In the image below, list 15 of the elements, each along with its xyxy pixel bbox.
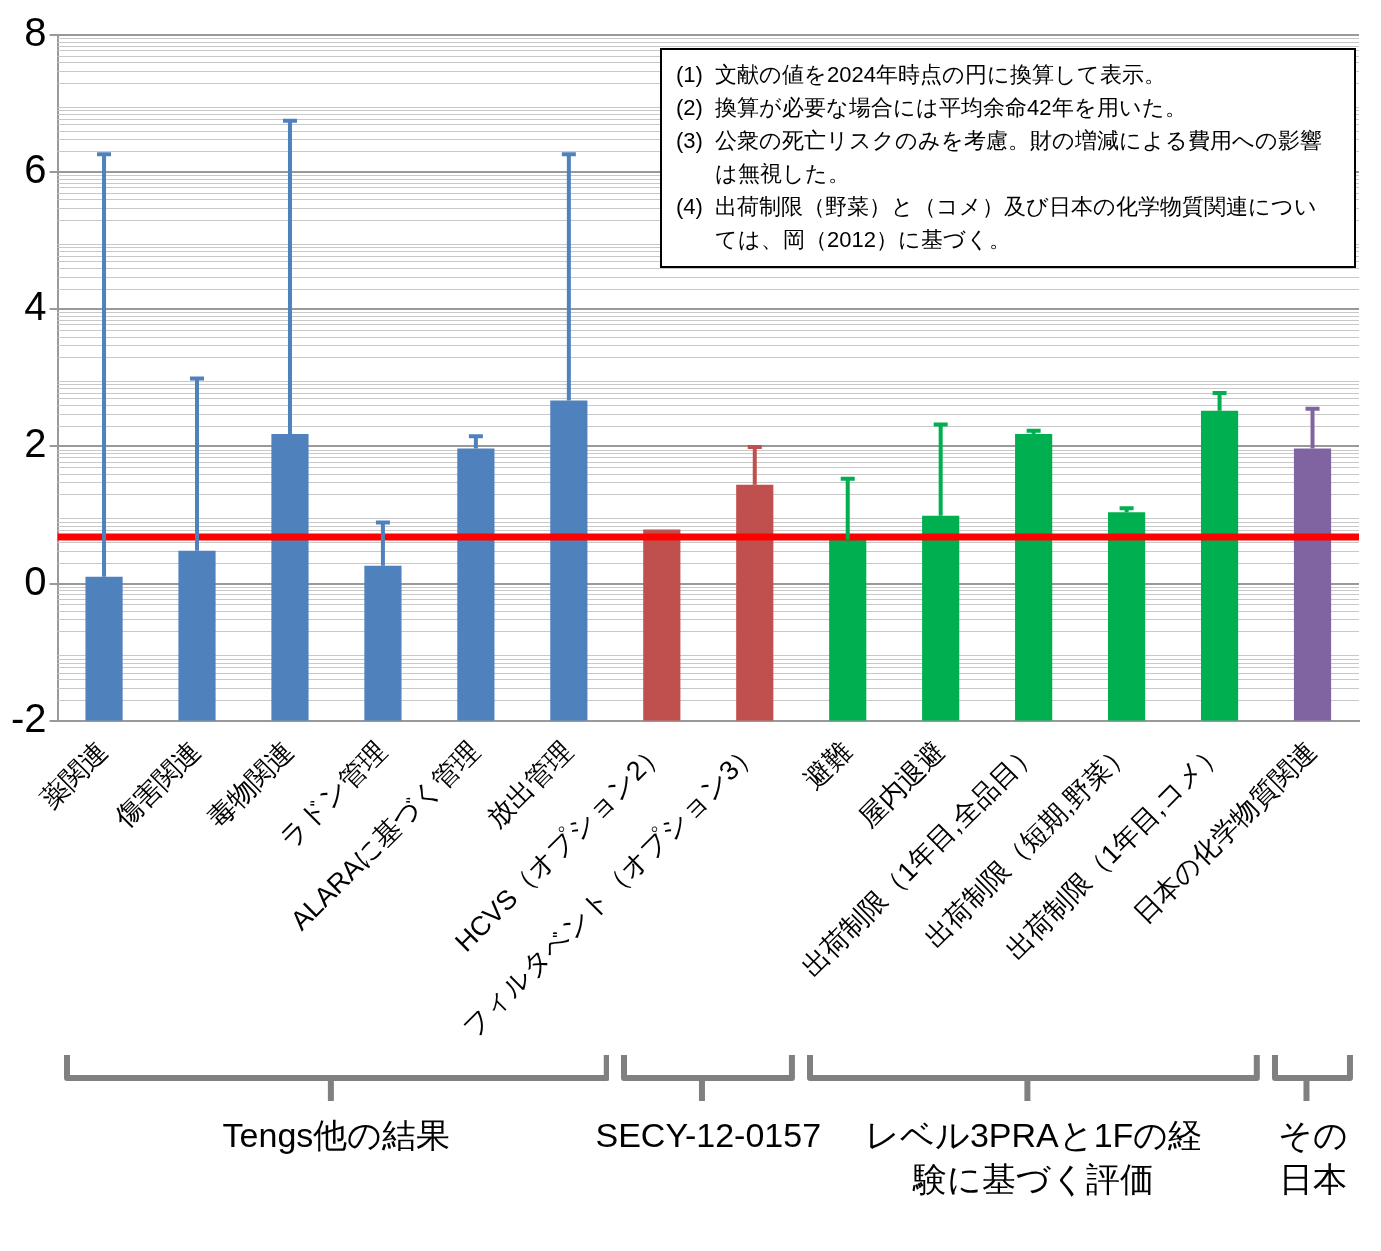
y-tick-label: 8 (24, 10, 47, 55)
text: Tengs他の結果 (221, 1115, 452, 1156)
y-tick-label: 2 (24, 421, 47, 466)
text: その日本 (1276, 1115, 1349, 1200)
annotation: (4) 出荷制限（野菜）と（コメ）及び日本の化学物質関連については、岡（2012）に基づく。 (676, 193, 1318, 252)
annotation: (1) 文献の値を2024年時点の円に換算して表示。 (676, 61, 1167, 87)
text: SECY-12-0157 (594, 1115, 823, 1156)
y-tick-label: 4 (24, 284, 47, 329)
bar (643, 529, 681, 721)
annotation: (3) 公衆の死亡リスクのみを考慮。財の増減による費用への影響は無視した。 (676, 127, 1323, 186)
y-tick-label: 0 (24, 558, 47, 603)
text: レベル3PRAと1Fの経験に基づく評価 (863, 1115, 1204, 1200)
annotation: (2) 換算が必要な場合には平均余命42年を用いた。 (676, 94, 1187, 120)
x-tick-label: 避難 (797, 735, 858, 795)
y-tick-label: 6 (24, 147, 47, 192)
